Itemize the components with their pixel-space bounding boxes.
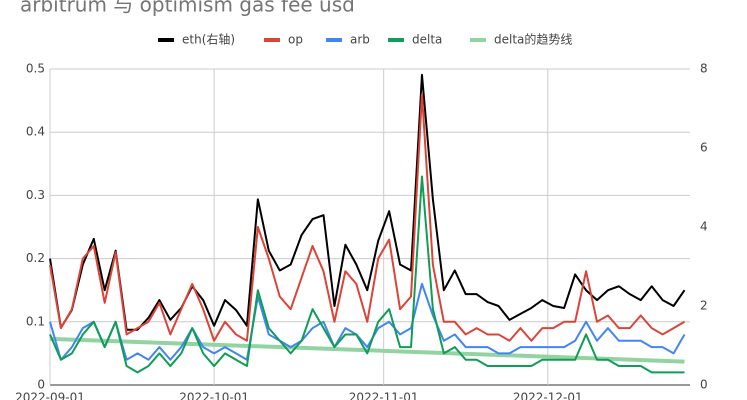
legend-swatch	[158, 38, 174, 42]
x-tick-label: 2022-09-01	[15, 391, 85, 400]
y-tick-label: 0.5	[26, 62, 45, 76]
y2-tick-label: 6	[700, 141, 708, 155]
chart-title: arbitrum 与 optimism gas fee usd	[20, 0, 355, 17]
y-tick-label: 0.1	[26, 314, 45, 328]
y-tick-label: 0	[37, 378, 45, 392]
data-line	[49, 93, 686, 342]
legend-label: op	[288, 33, 303, 47]
legend-swatch	[326, 38, 342, 42]
y2-tick-label: 0	[700, 378, 708, 392]
legend-label: eth(右轴)	[182, 32, 235, 47]
data-line	[49, 175, 685, 374]
legend-label: delta	[412, 33, 442, 47]
trendline	[49, 336, 685, 364]
y2-tick-label: 4	[700, 220, 708, 234]
data-line	[49, 73, 686, 331]
legend-label: delta的趋势线	[494, 32, 572, 47]
x-tick-label: 2022-11-01	[349, 391, 419, 400]
x-tick-label: 2022-10-01	[179, 391, 249, 400]
data-line	[49, 282, 686, 361]
legend-swatch	[388, 38, 404, 42]
legend-swatch	[470, 38, 486, 42]
y-tick-label: 0.3	[26, 188, 45, 202]
legend-swatch	[264, 38, 280, 42]
y-tick-label: 0.4	[26, 125, 45, 139]
y2-tick-label: 8	[700, 62, 708, 76]
legend-label: arb	[350, 33, 370, 47]
x-tick-label: 2022-12-01	[513, 391, 583, 400]
y-tick-label: 0.2	[26, 251, 45, 265]
y2-tick-label: 2	[700, 299, 708, 313]
